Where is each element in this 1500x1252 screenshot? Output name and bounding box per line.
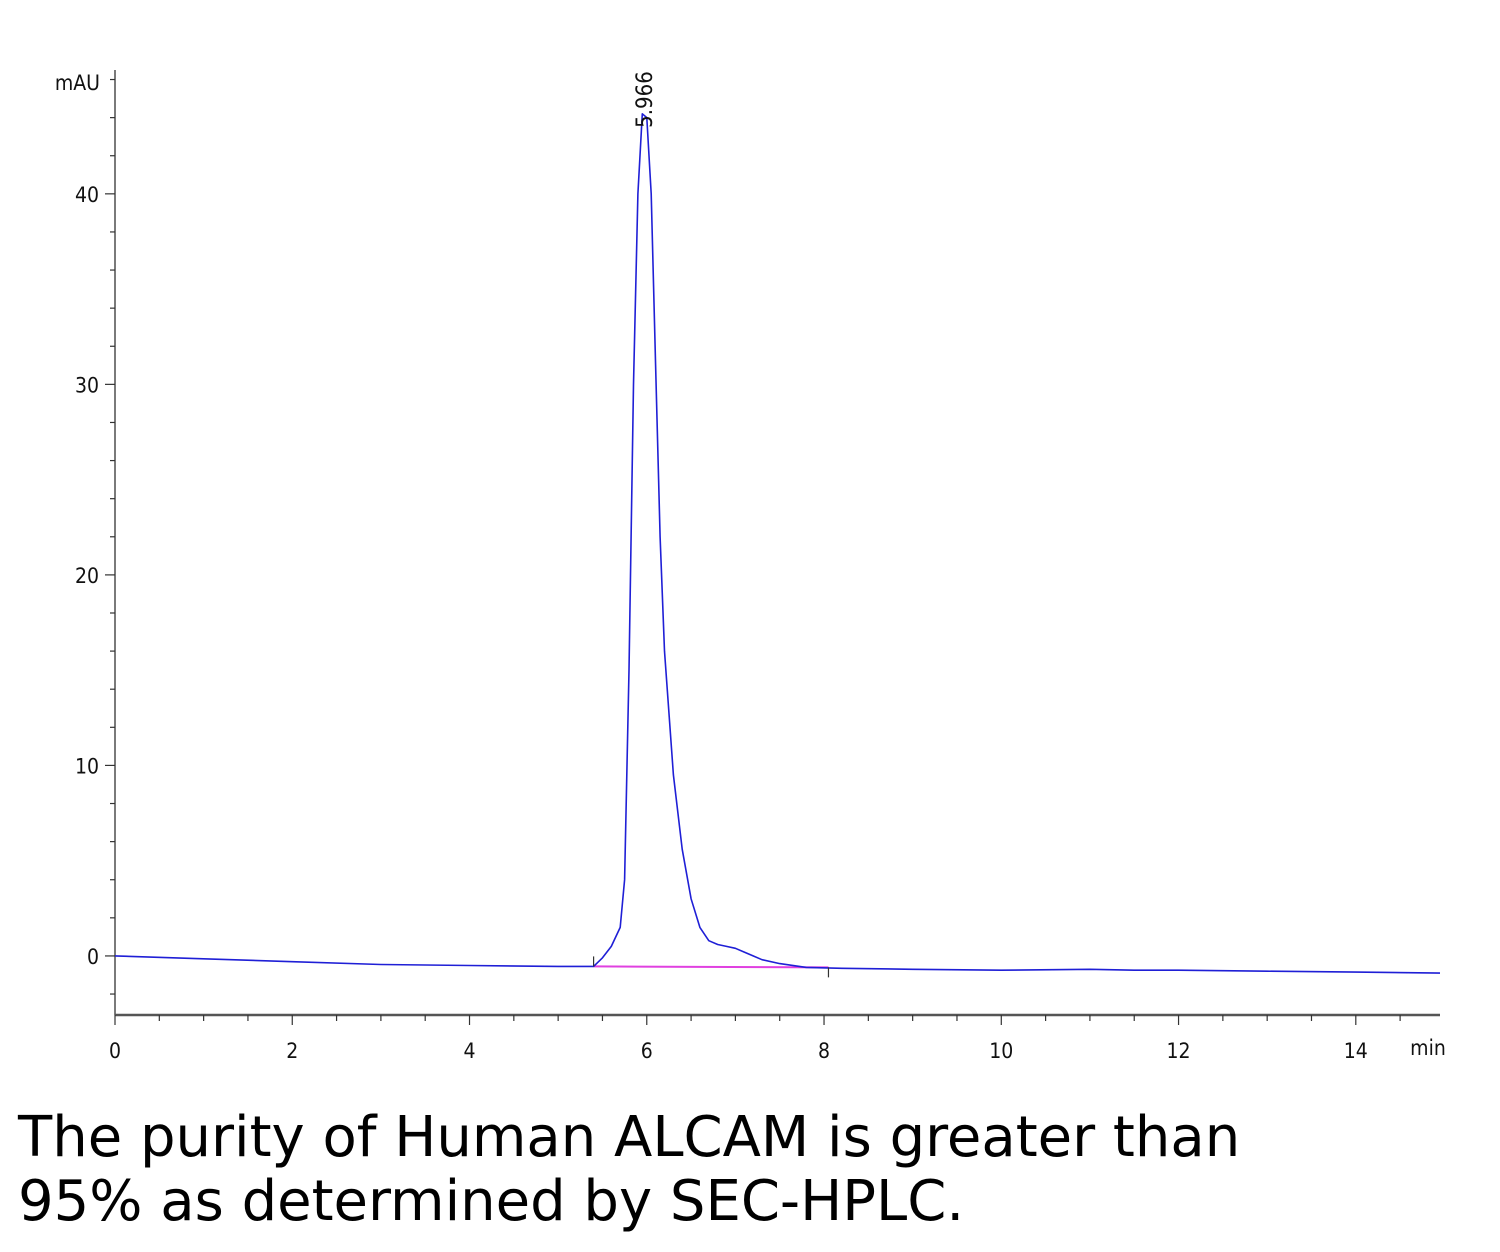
y-tick-label: 40 (75, 183, 99, 207)
series-line (114, 113, 1441, 974)
x-tick-label: 6 (641, 1039, 653, 1063)
x-tick-label: 0 (109, 1039, 121, 1063)
y-axis-ticks: 0 10 20 30 40 (75, 78, 115, 995)
peak-label: 5.966 (633, 71, 658, 128)
x-tick-label: 4 (463, 1039, 475, 1063)
caption-line-1: The purity of Human ALCAM is greater tha… (18, 1105, 1241, 1170)
caption: The purity of Human ALCAM is greater tha… (18, 1106, 1478, 1234)
x-tick-label: 8 (818, 1039, 830, 1063)
x-tick-label: 10 (989, 1039, 1013, 1063)
y-axis-unit-label: mAU (55, 71, 100, 95)
axes (114, 70, 1440, 1017)
y-tick-label: 0 (87, 945, 99, 969)
y-tick-label: 20 (75, 564, 99, 588)
x-axis-unit-label: min (1410, 1036, 1446, 1060)
y-tick-label: 30 (75, 373, 99, 397)
x-tick-label: 12 (1167, 1039, 1191, 1063)
x-axis-ticks: 0 2 4 6 8 10 12 14 (109, 1015, 1401, 1063)
x-tick-label: 14 (1344, 1039, 1368, 1063)
integration-baseline (593, 965, 829, 969)
y-tick-label: 10 (75, 754, 99, 778)
x-tick-label: 2 (286, 1039, 298, 1063)
integration-markers (592, 956, 830, 978)
plot-area: 5.966 (114, 71, 1441, 978)
chromatogram-chart: 0 10 20 30 40 0 2 4 6 8 10 12 14 mAU min 5.966 (55, 70, 1446, 1063)
caption-line-2: 95% as determined by SEC-HPLC. (18, 1169, 965, 1234)
